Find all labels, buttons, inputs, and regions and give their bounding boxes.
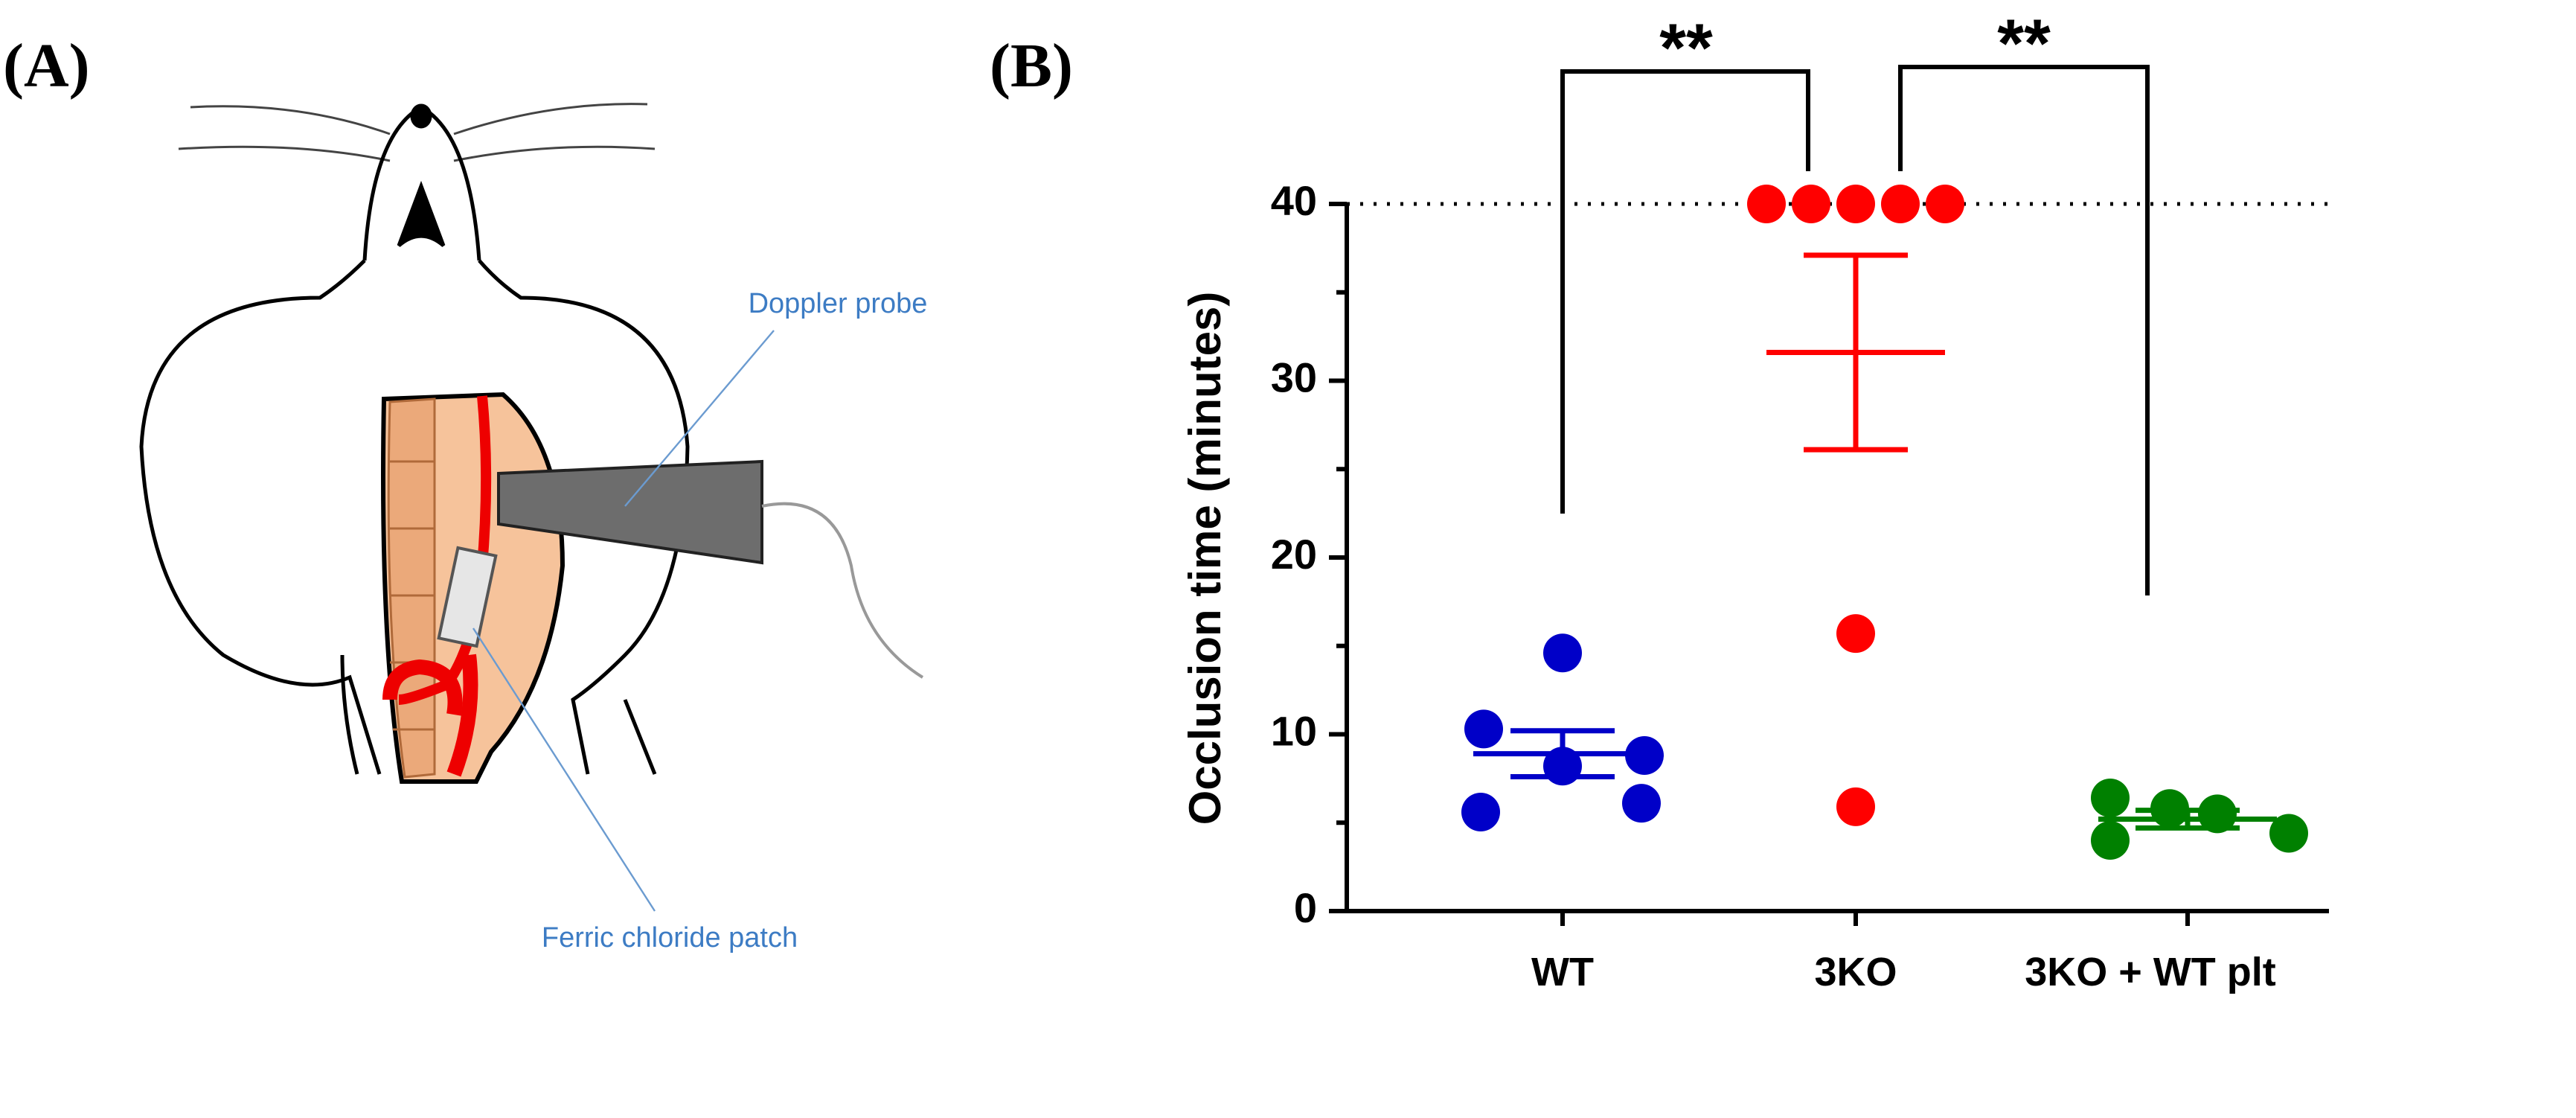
data-point: [2091, 821, 2130, 860]
data-point: [1461, 793, 1500, 831]
data-point: [1747, 185, 1786, 223]
annotation-label: Doppler probe: [749, 288, 928, 319]
y-tick-label: 40: [1271, 177, 1317, 224]
significance-label: **: [1659, 10, 1713, 86]
x-tick-label: WT: [1531, 950, 1594, 994]
y-axis-label: Occlusion time (minutes): [1180, 292, 1230, 825]
y-tick-label: 0: [1294, 884, 1317, 931]
significance-label: **: [1997, 6, 2051, 82]
annotation-label: Ferric chloride patch: [542, 922, 798, 954]
data-point: [1792, 185, 1830, 223]
y-tick-label: 20: [1271, 531, 1317, 578]
data-point: [1836, 185, 1875, 223]
panel-label: (A): [3, 31, 90, 100]
y-tick-label: 10: [1271, 707, 1317, 754]
panel-label: (B): [990, 31, 1073, 100]
data-point: [2269, 814, 2308, 853]
y-tick-label: 30: [1271, 354, 1317, 400]
data-point: [1543, 633, 1582, 673]
data-point: [1881, 185, 1920, 223]
significance-bracket: [1898, 65, 2150, 595]
data-point: [2091, 779, 2130, 817]
significance-bracket: [1560, 69, 1810, 514]
data-point: [2198, 794, 2237, 834]
x-tick-label: 3KO: [1814, 950, 1897, 994]
data-point: [1836, 787, 1875, 826]
data-point: [1622, 784, 1661, 823]
x-tick-label: 3KO + WT plt: [2025, 950, 2276, 994]
mouse-drawing: [139, 103, 924, 912]
data-point: [1926, 185, 1964, 223]
data-point: [1836, 614, 1875, 654]
data-point: [1464, 709, 1503, 749]
